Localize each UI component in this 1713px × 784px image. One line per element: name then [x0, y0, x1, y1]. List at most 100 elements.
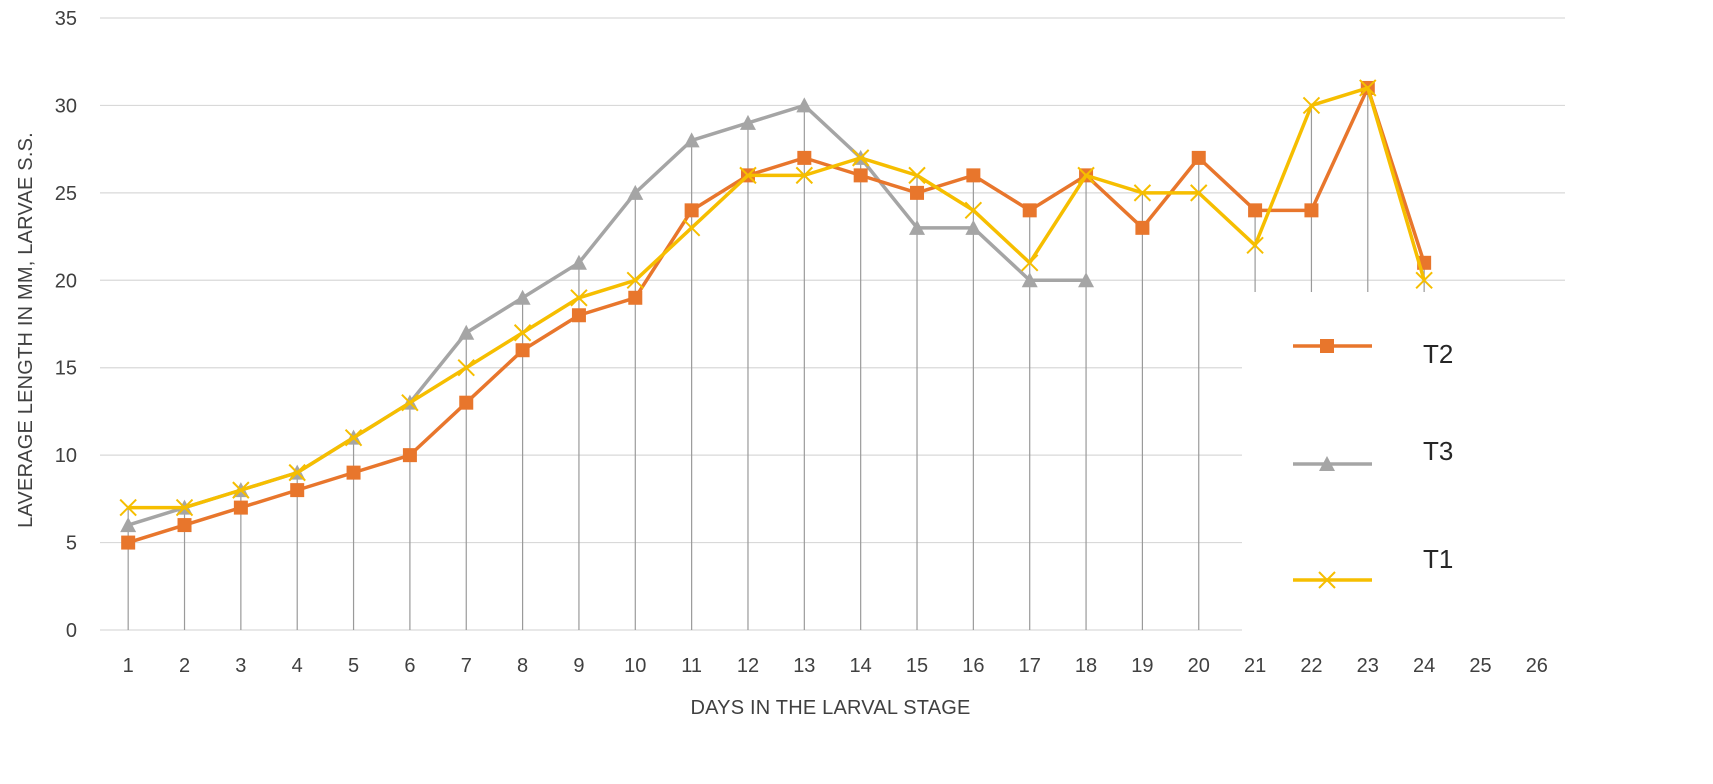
x-tick-label: 25 [1469, 655, 1491, 677]
x-tick-label: 26 [1526, 655, 1548, 677]
x-tick-label: 24 [1413, 655, 1435, 677]
marker-triangle [458, 324, 475, 340]
marker-x [795, 166, 814, 185]
x-tick-label: 6 [404, 655, 415, 677]
marker-square [1191, 150, 1206, 165]
x-tick-label: 13 [793, 655, 815, 677]
marker-triangle [1021, 272, 1038, 288]
marker-triangle [965, 219, 982, 235]
x-tick-label: 16 [962, 655, 984, 677]
marker-triangle [683, 132, 700, 148]
marker-triangle [1319, 456, 1335, 471]
legend-item-t2: T2 [1293, 339, 1453, 369]
gridlines [100, 17, 1565, 631]
y-tick-label: 10 [55, 445, 77, 467]
x-tick-label: 17 [1019, 655, 1041, 677]
marker-x [344, 428, 363, 447]
marker-square [628, 290, 643, 305]
marker-x [851, 149, 870, 167]
marker-x [401, 393, 419, 412]
y-axis-tick-labels: 0 5 10 15 20 25 30 35 [55, 8, 77, 642]
marker-x [1415, 271, 1433, 289]
x-tick-label: 20 [1188, 655, 1210, 677]
marker-square [1135, 220, 1150, 235]
marker-square [402, 448, 417, 463]
marker-x [739, 166, 757, 185]
marker-x [457, 359, 475, 377]
marker-square [290, 483, 305, 498]
marker-x [175, 498, 194, 517]
series-line-t3 [127, 103, 1087, 527]
legend-item-t3: T3 [1293, 436, 1453, 471]
x-tick-label: 12 [737, 655, 759, 677]
marker-x [1302, 96, 1321, 115]
marker-x [570, 289, 588, 307]
x-tick-label: 4 [292, 655, 303, 677]
drop-lines [127, 87, 1425, 630]
marker-x [1190, 184, 1208, 202]
y-tick-label: 30 [55, 95, 77, 117]
x-tick-label: 1 [123, 655, 134, 677]
x-tick-label: 11 [681, 655, 702, 677]
marker-triangle [514, 289, 531, 305]
y-tick-label: 15 [55, 358, 77, 380]
series-t2 [121, 80, 1432, 550]
marker-x [1133, 184, 1152, 202]
marker-square [515, 343, 530, 358]
marker-square [1320, 339, 1334, 353]
x-tick-label: 5 [348, 655, 359, 677]
x-tick-label: 23 [1357, 655, 1379, 677]
marker-square [853, 168, 868, 183]
x-tick-label: 19 [1131, 655, 1153, 677]
legend-label: T1 [1423, 544, 1453, 574]
y-tick-label: 20 [55, 270, 77, 292]
x-tick-label: 21 [1244, 655, 1266, 677]
marker-square [177, 518, 192, 533]
marker-x [1359, 79, 1377, 97]
marker-triangle [120, 517, 137, 533]
legend-item-t1: T1 [1293, 544, 1453, 589]
marker-x [1021, 254, 1039, 272]
marker-square [910, 185, 925, 200]
x-tick-label: 14 [850, 655, 872, 677]
marker-square [1304, 203, 1319, 218]
y-axis-title: LAVERAGE LENGTH IN MM, LARVAE S.S. [15, 132, 37, 528]
marker-x [1077, 166, 1095, 185]
marker-triangle [1078, 272, 1095, 288]
marker-square [1248, 203, 1263, 218]
y-tick-label: 35 [55, 8, 77, 30]
marker-triangle [570, 254, 587, 270]
series-t1 [119, 79, 1433, 517]
x-tick-label: 7 [461, 655, 472, 677]
marker-square [684, 203, 699, 218]
series-line-t2 [127, 86, 1426, 545]
x-tick-label: 18 [1075, 655, 1097, 677]
marker-square [571, 308, 586, 323]
marker-x [964, 201, 983, 220]
marker-x [288, 463, 306, 482]
x-axis-tick-labels: 1 2 3 4 5 6 7 8 9 10 11 12 13 14 15 16 17 18 19 20 21 22 23 24 2… [123, 655, 1548, 677]
y-tick-label: 5 [66, 533, 77, 555]
legend-background [1242, 292, 1572, 632]
x-tick-label: 8 [517, 655, 528, 677]
x-axis-title: DAYS IN THE LARVAL STAGE [690, 697, 970, 719]
marker-triangle [739, 114, 756, 130]
series-group [119, 79, 1433, 550]
marker-square [797, 150, 812, 165]
marker-square [966, 168, 981, 183]
y-tick-label: 0 [66, 620, 77, 642]
marker-square [346, 465, 361, 480]
marker-triangle [796, 97, 813, 113]
x-tick-label: 22 [1300, 655, 1322, 677]
marker-triangle [627, 184, 644, 200]
legend-label: T2 [1423, 339, 1453, 369]
x-tick-label: 9 [573, 655, 584, 677]
marker-triangle [909, 219, 926, 235]
series-t3 [120, 97, 1095, 533]
x-tick-label: 2 [179, 655, 190, 677]
marker-x [682, 219, 701, 237]
marker-square [459, 395, 474, 410]
x-tick-label: 10 [624, 655, 646, 677]
marker-square [121, 535, 136, 550]
